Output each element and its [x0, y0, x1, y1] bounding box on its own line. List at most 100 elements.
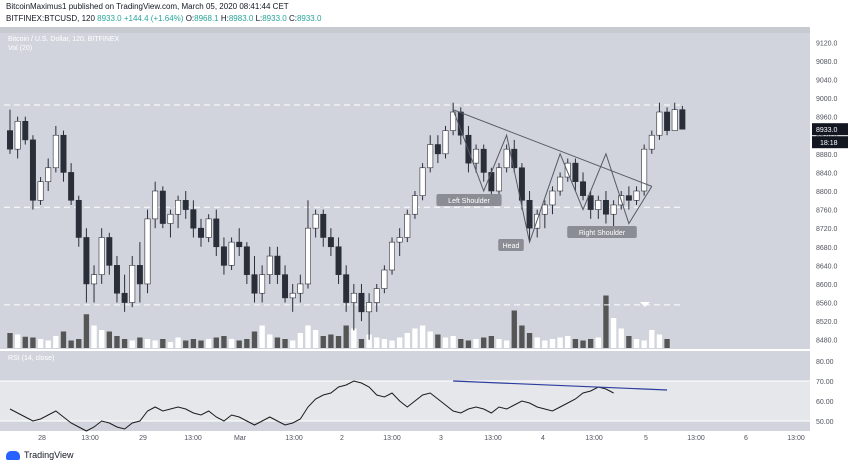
volume-bar — [83, 314, 90, 348]
candle-body — [113, 265, 120, 294]
tradingview-logo[interactable]: TradingView — [6, 450, 74, 460]
volume-bar — [603, 295, 609, 348]
volume-bar — [297, 333, 304, 348]
volume-bar — [106, 331, 112, 348]
volume-bar — [519, 325, 525, 348]
volume-bar — [473, 339, 479, 348]
volume-bar — [572, 339, 579, 348]
candle-body — [396, 237, 403, 243]
x-axis-tick: 13:00 — [484, 435, 502, 442]
candle-body — [251, 274, 258, 294]
volume-bar — [351, 328, 357, 348]
volume-bar — [205, 339, 212, 348]
volume-bar — [488, 336, 495, 348]
volume-bar — [496, 339, 502, 348]
footer: TradingView — [0, 446, 850, 467]
volume-bar — [198, 340, 204, 348]
candle-body — [243, 246, 250, 275]
volume-bar — [435, 334, 441, 348]
volume-bar — [542, 340, 548, 348]
volume-bar — [450, 336, 456, 348]
x-axis-tick: 6 — [744, 435, 748, 442]
x-axis-tick: 13:00 — [585, 435, 603, 442]
left-shoulder-label-bg — [436, 194, 502, 206]
volume-bar — [22, 336, 28, 348]
h-value: 8983.0 — [228, 14, 254, 23]
volume-bar — [244, 339, 250, 348]
volume-bar — [664, 339, 670, 348]
volume-bar — [626, 336, 632, 348]
volume-bar — [389, 340, 395, 348]
candle-body — [121, 292, 128, 303]
candle-body — [625, 195, 632, 201]
hs-pattern-line — [452, 109, 653, 244]
right-shoulder-label: Right Shoulder — [579, 230, 626, 237]
candle-body — [312, 213, 319, 229]
down-arrow-icon — [640, 302, 650, 307]
x-axis-tick: 13:00 — [383, 435, 401, 442]
candle-body — [633, 190, 640, 201]
volume-bar — [358, 339, 365, 348]
candle-body — [389, 241, 395, 271]
candle-body — [213, 218, 220, 248]
symbol-label: BITFINEX:BTCUSD, 120 — [6, 14, 95, 23]
y-axis-tick: 9040.0 — [816, 77, 838, 84]
last-price: 8933.0 — [97, 14, 122, 23]
volume-bar — [45, 340, 51, 348]
volume-bar — [167, 342, 174, 348]
x-axis-tick: 3 — [439, 435, 443, 442]
candle-body — [664, 111, 671, 131]
volume-bar — [267, 334, 273, 348]
volume-bar — [595, 337, 601, 348]
x-axis-tick: 29 — [139, 435, 147, 442]
volume-bar — [183, 340, 189, 348]
volume-bar — [656, 334, 663, 348]
candle-body — [22, 120, 29, 141]
volume-bar — [458, 339, 464, 348]
rsi-axis-tick: 50.00 — [816, 419, 834, 426]
descending-trendline — [452, 109, 652, 187]
y-axis-tick: 8680.0 — [816, 245, 838, 252]
candle-body — [45, 167, 52, 183]
volume-bar — [228, 339, 235, 348]
candle-body — [503, 148, 510, 169]
volume-bar — [312, 330, 319, 348]
volume-bar — [381, 339, 388, 348]
volume-bar — [442, 337, 449, 348]
y-axis-tick: 8600.0 — [816, 282, 838, 289]
candle-body — [52, 134, 59, 169]
volume-bar — [618, 328, 624, 348]
candle-body — [282, 274, 289, 299]
candle-body — [274, 255, 281, 275]
head-label-bg — [498, 239, 524, 251]
vol-pane-label: Vol (20) — [8, 45, 33, 52]
candle-body — [98, 237, 105, 275]
y-axis-tick: 8840.0 — [816, 170, 838, 177]
y-axis-tick: 9120.0 — [816, 40, 838, 47]
o-label: O: — [185, 14, 195, 23]
candle-body — [129, 265, 136, 303]
candle-body — [557, 176, 564, 192]
y-axis-tick: 8800.0 — [816, 189, 838, 196]
volume-bar — [320, 336, 326, 348]
l-value: 8933.0 — [262, 14, 287, 23]
time-badge-bg — [812, 136, 848, 149]
volume-bar — [251, 331, 258, 348]
volume-bar — [129, 340, 135, 348]
o-value: 8968.1 — [194, 14, 219, 23]
volume-bar — [30, 337, 36, 348]
volume-bar — [282, 339, 288, 348]
chart-svg[interactable]: Left Shoulder Head Right Shoulder 9120.0 908… — [0, 0, 850, 446]
x-axis-tick: 28 — [38, 435, 46, 442]
volume-bar — [213, 337, 219, 348]
candle-body — [106, 237, 113, 266]
header-title: BitcoinMaximus1 published on TradingView… — [6, 2, 289, 11]
volume-bar — [427, 331, 433, 348]
candle-body — [671, 109, 678, 131]
volume-bar — [396, 337, 403, 348]
volume-bar — [236, 340, 242, 348]
volume-bar — [7, 333, 13, 348]
volume-bar — [91, 325, 97, 348]
candle-body — [366, 302, 373, 313]
volume-bar — [175, 337, 181, 348]
